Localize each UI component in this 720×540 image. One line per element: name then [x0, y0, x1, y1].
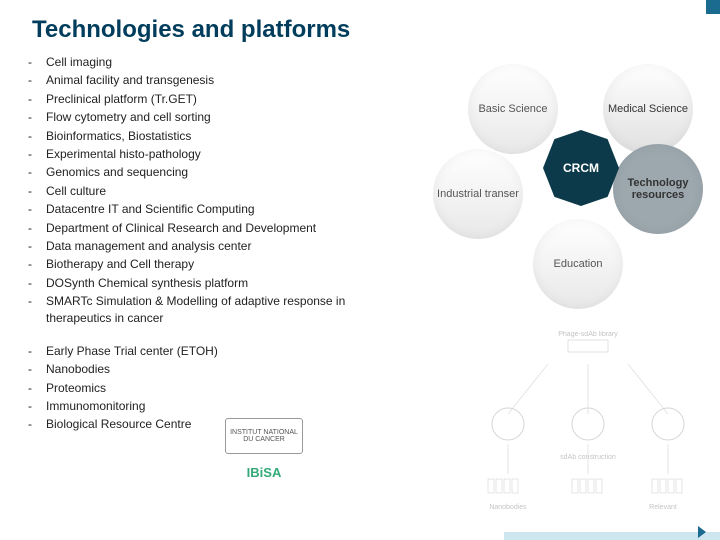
list-item-text: Cell imaging [46, 54, 112, 71]
circle-education: Education [533, 219, 623, 309]
list-item-text: Bioinformatics, Biostatistics [46, 128, 191, 145]
list-item-text: Preclinical platform (Tr.GET) [46, 91, 197, 108]
list-item: -Datacentre IT and Scientific Computing [28, 201, 408, 218]
list-item: -Data management and analysis center [28, 238, 408, 255]
workflow-diagram: Phage-sdAb library sdAb construction Nan… [468, 324, 708, 524]
corner-accent [706, 0, 720, 14]
center-badge-crcm: CRCM [543, 130, 619, 206]
svg-text:Relevant: Relevant [649, 504, 677, 511]
bullet-icon: - [28, 275, 46, 292]
list-item: -Cell culture [28, 183, 408, 200]
list-item-text: Genomics and sequencing [46, 164, 188, 181]
list-item-text: Datacentre IT and Scientific Computing [46, 201, 255, 218]
list-item: -Nanobodies [28, 361, 408, 378]
logo-ibisa: IBiSA [225, 460, 303, 484]
bullet-icon: - [28, 164, 46, 181]
bullet-icon: - [28, 398, 46, 415]
page-title: Technologies and platforms [0, 0, 720, 54]
bullet-icon: - [28, 361, 46, 378]
list-item: -Early Phase Trial center (ETOH) [28, 343, 408, 360]
list-item: -SMARTc Simulation & Modelling of adapti… [28, 293, 408, 328]
circle-basic-science: Basic Science [468, 64, 558, 154]
right-column: Basic Science Medical Science Industrial… [408, 54, 720, 514]
bullet-icon: - [28, 54, 46, 71]
bullet-icon: - [28, 109, 46, 126]
list-item: -Bioinformatics, Biostatistics [28, 128, 408, 145]
list-item-text: Immunomonitoring [46, 398, 145, 415]
svg-text:Phage-sdAb library: Phage-sdAb library [558, 331, 618, 338]
bullet-icon: - [28, 72, 46, 89]
list-item-text: Flow cytometry and cell sorting [46, 109, 211, 126]
footer-arrow-icon [698, 526, 706, 538]
list-item-text: Nanobodies [46, 361, 110, 378]
list-item-text: SMARTc Simulation & Modelling of adaptiv… [46, 293, 408, 328]
list-item: -Immunomonitoring [28, 398, 408, 415]
list-item-text: Experimental histo-pathology [46, 146, 201, 163]
bullet-icon: - [28, 416, 46, 433]
circle-medical-science: Medical Science [603, 64, 693, 154]
list-item-text: Data management and analysis center [46, 238, 251, 255]
list-item-text: DOSynth Chemical synthesis platform [46, 275, 248, 292]
bullet-icon: - [28, 238, 46, 255]
list-item-text: Early Phase Trial center (ETOH) [46, 343, 218, 360]
bullet-icon: - [28, 220, 46, 237]
logo-inca: INSTITUT NATIONAL DU CANCER [225, 418, 303, 454]
list-item: -Biotherapy and Cell therapy [28, 256, 408, 273]
bullet-icon: - [28, 128, 46, 145]
bullet-icon: - [28, 380, 46, 397]
list-item-text: Biological Resource Centre [46, 416, 191, 433]
circle-industrial-transfer: Industrial transer [433, 149, 523, 239]
content-area: -Cell imaging-Animal facility and transg… [0, 54, 720, 514]
list-item-text: Biotherapy and Cell therapy [46, 256, 194, 273]
circle-technology-resources: Technology resources [613, 144, 703, 234]
bullet-icon: - [28, 183, 46, 200]
svg-text:Nanobodies: Nanobodies [489, 504, 527, 511]
list-item: -Animal facility and transgenesis [28, 72, 408, 89]
list-item: -Proteomics [28, 380, 408, 397]
bullet-icon: - [28, 293, 46, 328]
logo-stack: INSTITUT NATIONAL DU CANCER IBiSA [225, 418, 303, 484]
list-item-text: Proteomics [46, 380, 106, 397]
list-item: -Cell imaging [28, 54, 408, 71]
list-item: -Biological Resource Centre [28, 416, 408, 433]
list-item-text: Cell culture [46, 183, 106, 200]
list-item-text: Animal facility and transgenesis [46, 72, 214, 89]
main-list: -Cell imaging-Animal facility and transg… [28, 54, 408, 328]
bullet-icon: - [28, 343, 46, 360]
bullet-icon: - [28, 146, 46, 163]
list-item: -Department of Clinical Research and Dev… [28, 220, 408, 237]
list-item: -Genomics and sequencing [28, 164, 408, 181]
list-item: -Experimental histo-pathology [28, 146, 408, 163]
secondary-list: -Early Phase Trial center (ETOH)-Nanobod… [28, 343, 408, 434]
list-item: -Flow cytometry and cell sorting [28, 109, 408, 126]
footer-bar [0, 532, 720, 540]
list-item: -Preclinical platform (Tr.GET) [28, 91, 408, 108]
bullet-icon: - [28, 91, 46, 108]
list-item-text: Department of Clinical Research and Deve… [46, 220, 316, 237]
bullet-icon: - [28, 256, 46, 273]
left-column: -Cell imaging-Animal facility and transg… [28, 54, 408, 514]
bullet-icon: - [28, 201, 46, 218]
list-item: -DOSynth Chemical synthesis platform [28, 275, 408, 292]
